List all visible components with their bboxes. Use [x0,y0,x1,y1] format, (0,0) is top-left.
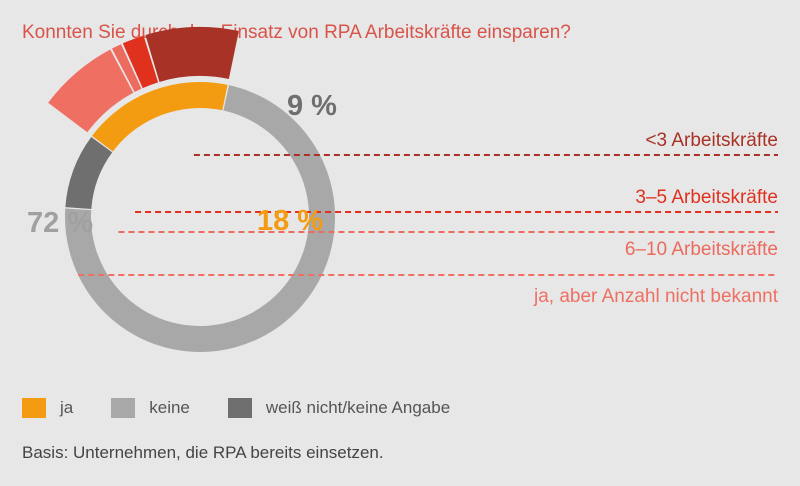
slice-wei-nicht-keine-angabe [65,136,113,209]
legend-item-weiss-nicht: weiß nicht/keine Angabe [227,398,451,418]
main-ring [65,82,336,353]
legend-swatch-ja [22,398,46,418]
legend-label-weiss-nicht: weiß nicht/keine Angabe [265,398,451,417]
breakdown-label-1: 3–5 Arbeitskräfte [635,187,778,208]
breakdown-segment-3 [48,49,134,133]
breakdown-segment-0 [145,27,239,82]
pct-label-ja: 18 % [257,205,323,237]
legend-label-keine: keine [149,398,190,417]
chart-labels: <3 Arbeitskräfte 3–5 Arbeitskräfte 6–10 Ar… [27,90,779,307]
breakdown-label-0: <3 Arbeitskräfte [645,130,778,151]
breakdown-label-3: ja, aber Anzahl nicht bekannt [533,286,779,307]
breakdown-label-2: 6–10 Arbeitskräfte [625,239,778,260]
legend-swatch-weiss-nicht [227,398,252,418]
legend: ja keine weiß nicht/keine Angabe [22,398,488,418]
legend-item-ja: ja [22,398,73,418]
breakdown-leaders [78,154,778,276]
pct-label-keine: 72 % [27,207,93,239]
pct-label-wei-nicht-keine-angabe: 9 % [287,90,337,122]
slice-ja [92,82,228,152]
legend-label-ja: ja [60,398,74,417]
donut-chart: <3 Arbeitskräfte 3–5 Arbeitskräfte 6–10 Ar… [27,27,779,353]
breakdown-ring [48,27,239,133]
breakdown-segment-2 [111,44,142,93]
legend-item-keine: keine [111,398,190,418]
footnote: Basis: Unternehmen, die RPA bereits eins… [22,443,384,462]
legend-swatch-keine [111,398,136,418]
breakdown-segment-1 [122,35,159,89]
